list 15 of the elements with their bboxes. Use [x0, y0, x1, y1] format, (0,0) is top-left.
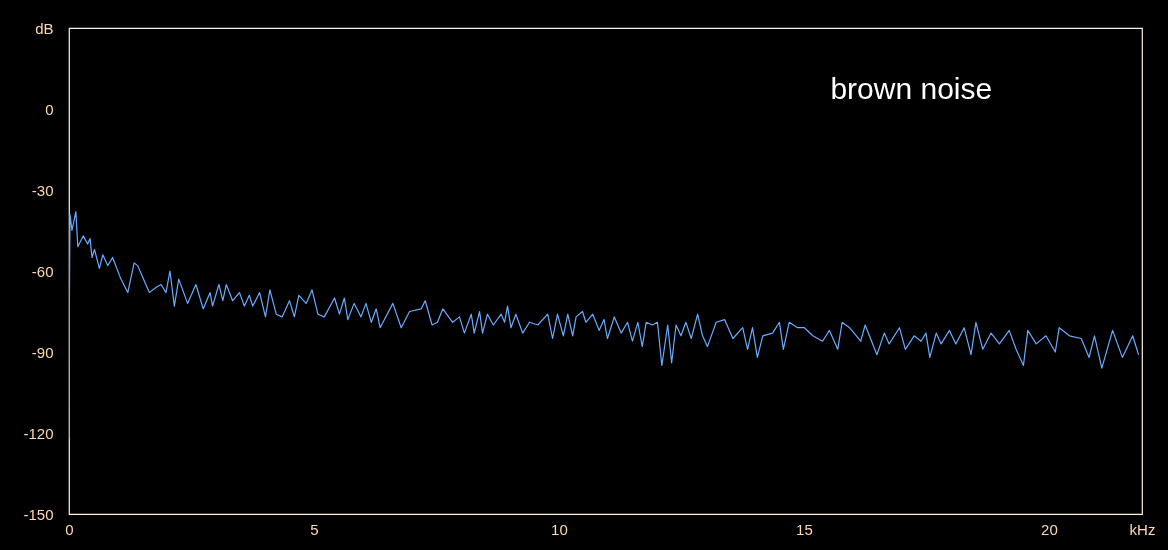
x-tick-label: 10: [551, 520, 568, 538]
y-tick-label: -150: [23, 505, 54, 523]
x-tick-label: 20: [1041, 520, 1058, 538]
y-tick-label: -60: [31, 262, 54, 280]
annotation: brown noise: [830, 72, 993, 105]
y-tick-label: -120: [23, 424, 54, 442]
y-tick-label: -90: [31, 343, 54, 361]
y-tick-label: 0: [45, 100, 54, 118]
x-tick-label: 0: [65, 520, 74, 538]
line-series: [69, 211, 1140, 439]
x-tick-label: kHz: [1129, 520, 1156, 538]
y-tick-label: -30: [31, 181, 54, 199]
x-tick-label: 5: [310, 520, 319, 538]
y-tick-label: dB: [35, 19, 54, 37]
x-tick-label: 15: [796, 520, 813, 538]
